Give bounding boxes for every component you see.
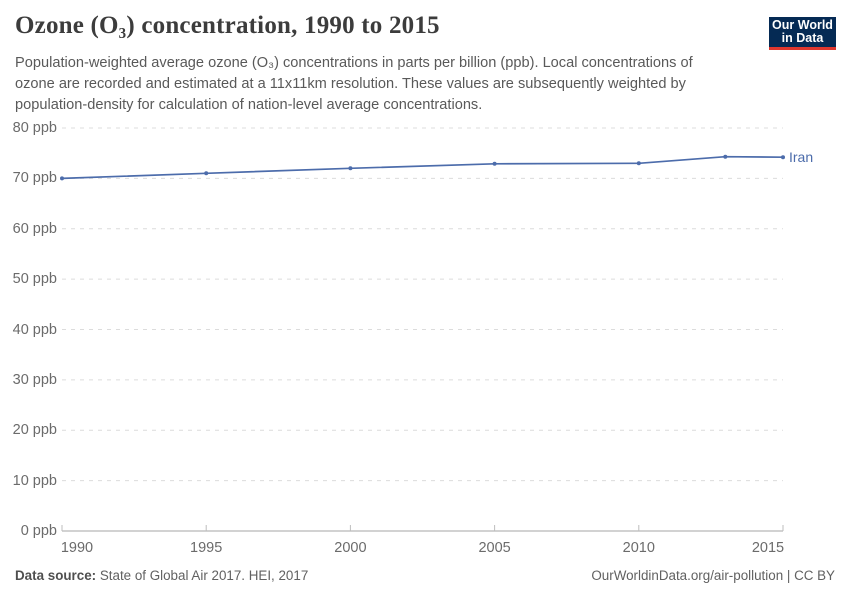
data-point-marker [348,166,353,171]
x-axis-label: 1995 [190,540,223,556]
chart-subtitle: Population-weighted average ozone (O₃) c… [15,53,735,116]
data-point-marker [723,154,728,159]
subtitle-line: Population-weighted average ozone (O₃) c… [15,55,693,71]
series-end-label-iran: Iran [789,149,814,166]
x-axis-label: 2015 [751,540,785,556]
page-title: Ozone (O₃) concentration, 1990 to 2015 [15,12,440,39]
line-chart: 0 ppb 10 ppb 20 ppb 30 ppb 40 ppb 50 ppb 60 pp… [0,115,850,560]
x-axis-label: 2010 [622,540,655,556]
chart-canvas [60,127,785,532]
y-axis-label: 80 ppb [12,120,57,136]
subtitle-line: population-density for calculation of na… [15,97,483,113]
y-axis-label: 10 ppb [12,472,57,489]
data-point-marker [492,161,497,166]
x-axis-label: 2000 [334,540,367,556]
y-axis-label: 40 ppb [12,321,57,338]
y-axis-label: 60 ppb [12,220,57,237]
data-source-text: State of Global Air 2017. HEI, 2017 [96,568,309,583]
y-axis-label: 50 ppb [12,271,57,288]
footer-link[interactable]: OurWorldinData.org/air-pollution | CC BY [591,568,835,583]
owid-logo[interactable]: Our World in Data [769,17,836,50]
y-axis-label: 20 ppb [12,422,57,439]
x-axis-label: 2005 [478,540,511,556]
owid-logo-line2: in Data [781,31,824,45]
y-axis-label: 70 ppb [12,170,57,187]
data-source-note: Data source: State of Global Air 2017. H… [15,568,308,583]
x-axis-label: 1990 [60,540,94,556]
owid-logo-line1: Our World [772,17,833,32]
data-point-marker [781,155,785,160]
y-axis-label: 30 ppb [12,371,57,388]
data-source-label: Data source: [15,568,97,583]
y-axis-label: 0 ppb [20,523,57,539]
data-point-marker [60,176,64,181]
series-line-iran [61,155,784,180]
data-point-marker [204,171,209,176]
subtitle-line: ozone are recorded and estimated at a 11… [15,76,686,92]
data-point-marker [636,161,641,166]
